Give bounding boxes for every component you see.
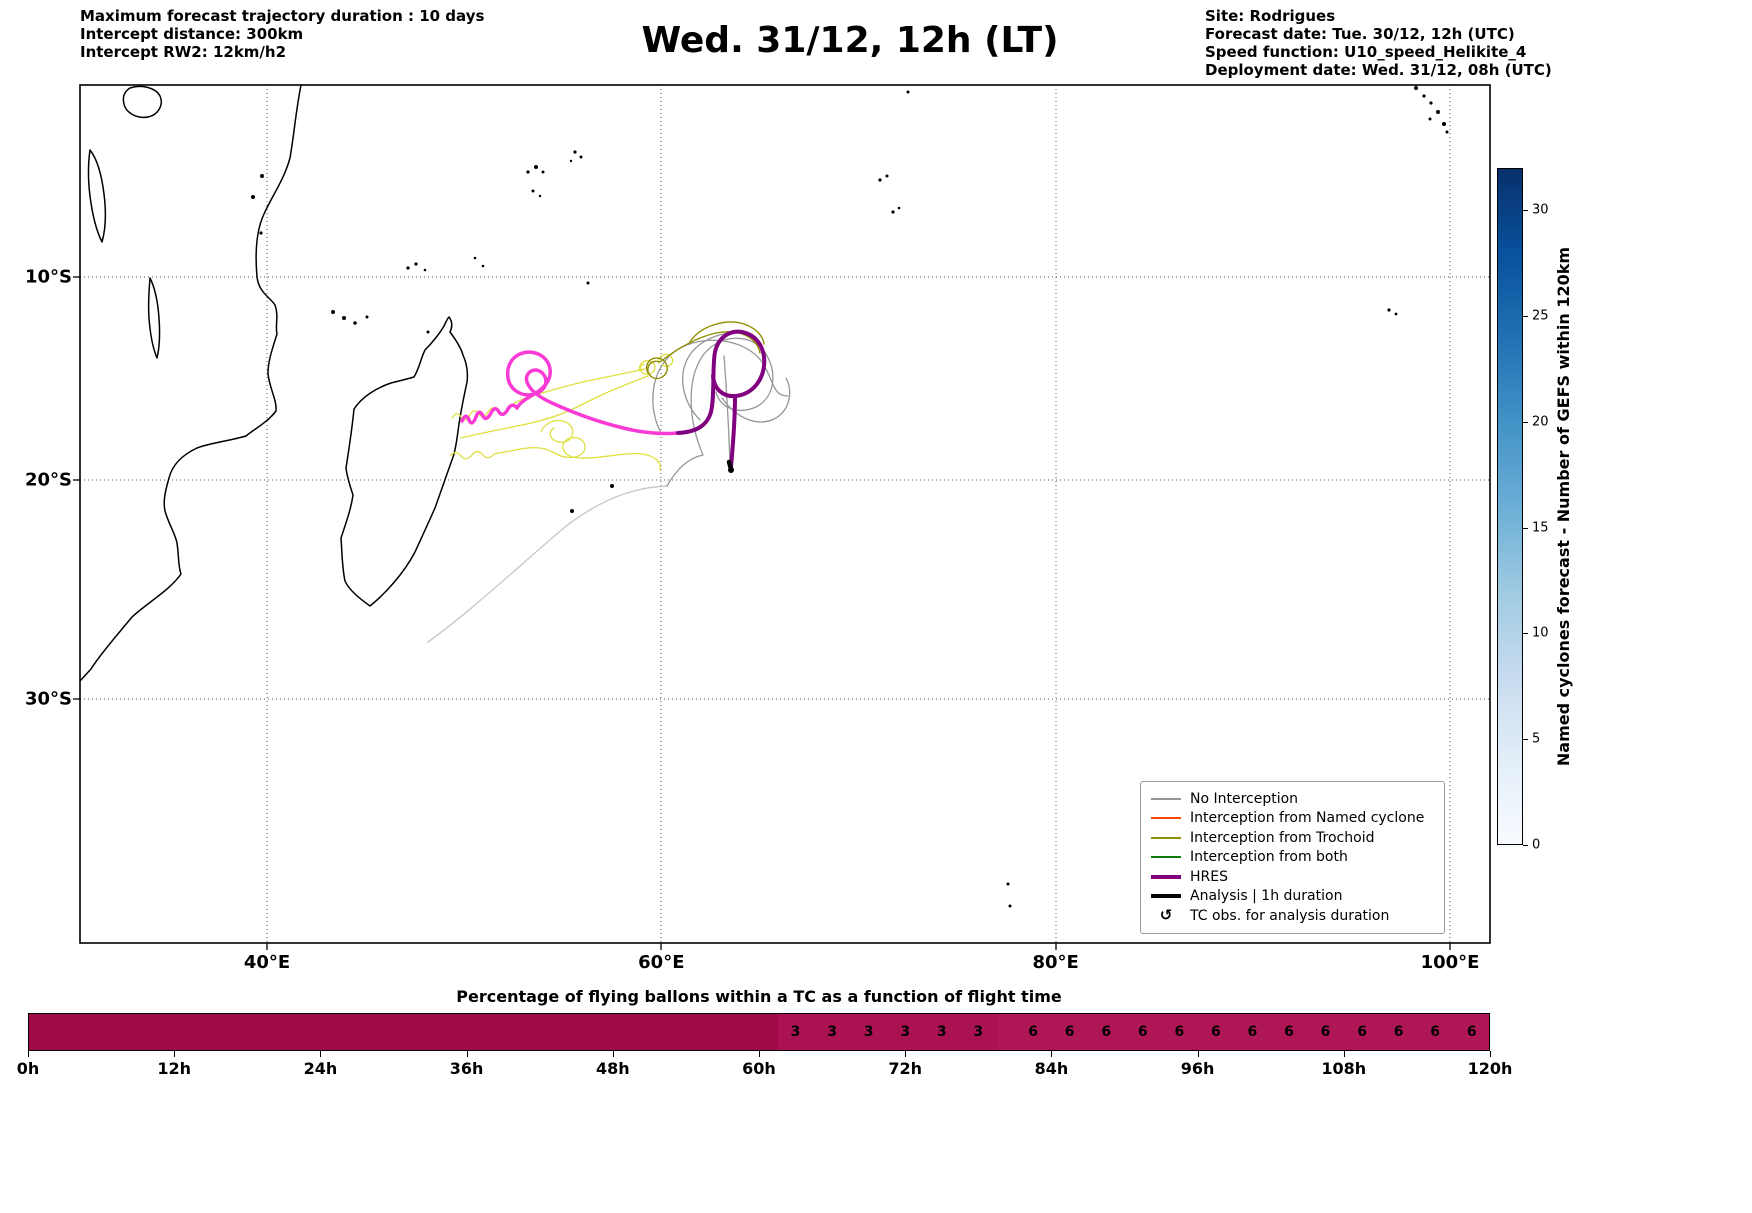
legend-item-label: Analysis | 1h duration (1190, 888, 1343, 905)
island-dot (526, 170, 530, 174)
island-dot (353, 321, 357, 325)
intercept-distance-text: Intercept distance: 300km (80, 25, 304, 43)
trajectory-no-interception (652, 332, 791, 487)
lakes-outline (87, 85, 162, 359)
speed-function-text: Speed function: U10_speed_Helikite_4 (1205, 43, 1527, 61)
legend-item-label: Interception from Trochoid (1190, 829, 1375, 846)
colorbar-label: Named cyclones forecast - Number of GEFS… (1554, 246, 1573, 767)
legend-item-label: TC obs. for analysis duration (1190, 907, 1390, 924)
island-dot (541, 170, 545, 174)
island-dot (1442, 122, 1446, 126)
legend-item: Interception from Trochoid (1151, 828, 1434, 848)
trajectory-hres-lead (460, 350, 680, 436)
trajectory-yellow-ensemble (449, 353, 674, 471)
island-dot (1414, 86, 1418, 90)
legend-box: No Interception Interception from Named c… (1140, 781, 1445, 934)
deployment-date-text: Deployment date: Wed. 31/12, 08h (UTC) (1205, 61, 1552, 79)
strip-region (997, 1014, 1489, 1050)
strip-region (29, 1014, 779, 1050)
legend-item-label: Interception from Named cyclone (1190, 810, 1425, 827)
tc-obs-icon: ↺ (1159, 906, 1173, 925)
island-dots (251, 86, 1449, 908)
island-dot (406, 266, 410, 270)
trajectory-trochoid-interception (645, 321, 765, 380)
island-dot (531, 189, 535, 193)
max-duration-text: Maximum forecast trajectory duration : 1… (80, 7, 485, 25)
coastlines (79, 84, 469, 682)
island-dot (1429, 101, 1433, 105)
trajectories (427, 321, 791, 643)
forecast-date-text: Forecast date: Tue. 30/12, 12h (UTC) (1205, 25, 1515, 43)
legend-line-sample (1151, 817, 1181, 820)
island-dot (365, 315, 369, 319)
island-dot (1006, 882, 1010, 886)
legend-item-label: No Interception (1190, 790, 1299, 807)
island-dot (885, 174, 889, 178)
forecast-parameters: Maximum forecast trajectory duration : 1… (80, 7, 484, 61)
legend-items: No Interception Interception from Named c… (1151, 789, 1434, 926)
strip-region (778, 1014, 998, 1050)
island-dot (1008, 904, 1012, 908)
island-dot (473, 256, 477, 260)
island-dot (259, 231, 263, 235)
legend-item: Interception from both (1151, 848, 1434, 868)
legend-item-label: HRES (1190, 868, 1228, 885)
map-border (79, 84, 1491, 944)
island-dot (331, 310, 335, 314)
island-dot (414, 262, 418, 266)
island-dot (897, 206, 901, 210)
legend-item: ↺ TC obs. for analysis duration (1151, 906, 1434, 926)
island-dot (1436, 110, 1440, 114)
colorbar (1497, 168, 1523, 845)
island-dot (570, 509, 574, 513)
legend-line-sample (1151, 797, 1181, 800)
site-info: Site: Rodrigues Forecast date: Tue. 30/1… (1205, 7, 1552, 79)
trajectory-hres (676, 329, 767, 469)
island-dot (1428, 117, 1432, 121)
legend-line-sample (1151, 836, 1181, 839)
analysis-endpoint (728, 467, 734, 473)
page-title: Wed. 31/12, 12h (LT) (641, 20, 1059, 61)
island-dot (538, 194, 542, 198)
island-dot (878, 178, 882, 182)
island-dot (1394, 312, 1398, 316)
trajectory-no-interception-far (427, 485, 668, 643)
legend-line-sample (1151, 856, 1181, 859)
tc-percentage-strip (28, 1013, 1490, 1051)
strip-chart-title: Percentage of flying ballons within a TC… (456, 987, 1062, 1006)
island-dot (573, 150, 577, 154)
island-dot (906, 90, 910, 94)
island-dot (610, 484, 614, 488)
island-dot (423, 268, 427, 272)
legend-item: Analysis | 1h duration (1151, 887, 1434, 907)
island-dot (569, 159, 573, 163)
island-dot (260, 174, 264, 178)
intercept-rw2-text: Intercept RW2: 12km/h2 (80, 43, 287, 61)
island-dot (1387, 308, 1391, 312)
island-dot (891, 210, 895, 214)
legend-line-sample (1151, 874, 1181, 879)
legend-item: No Interception (1151, 789, 1434, 809)
island-dot (586, 281, 590, 285)
africa-coastline (79, 84, 302, 682)
island-dot (579, 155, 583, 159)
site-text: Site: Rodrigues (1205, 7, 1336, 25)
legend-item: HRES (1151, 867, 1434, 887)
gridlines (80, 85, 1490, 943)
legend-item: Interception from Named cyclone (1151, 809, 1434, 829)
legend-item-label: Interception from both (1190, 849, 1348, 866)
island-dot (426, 330, 430, 334)
island-dot (342, 316, 346, 320)
island-dot (1422, 94, 1426, 98)
island-dot (534, 165, 538, 169)
madagascar-coastline (340, 316, 469, 607)
legend-line-sample (1151, 894, 1181, 899)
island-dot (251, 195, 255, 199)
island-dot (481, 264, 485, 268)
axis-tick-marks (73, 276, 1451, 950)
island-dot (1445, 130, 1449, 134)
